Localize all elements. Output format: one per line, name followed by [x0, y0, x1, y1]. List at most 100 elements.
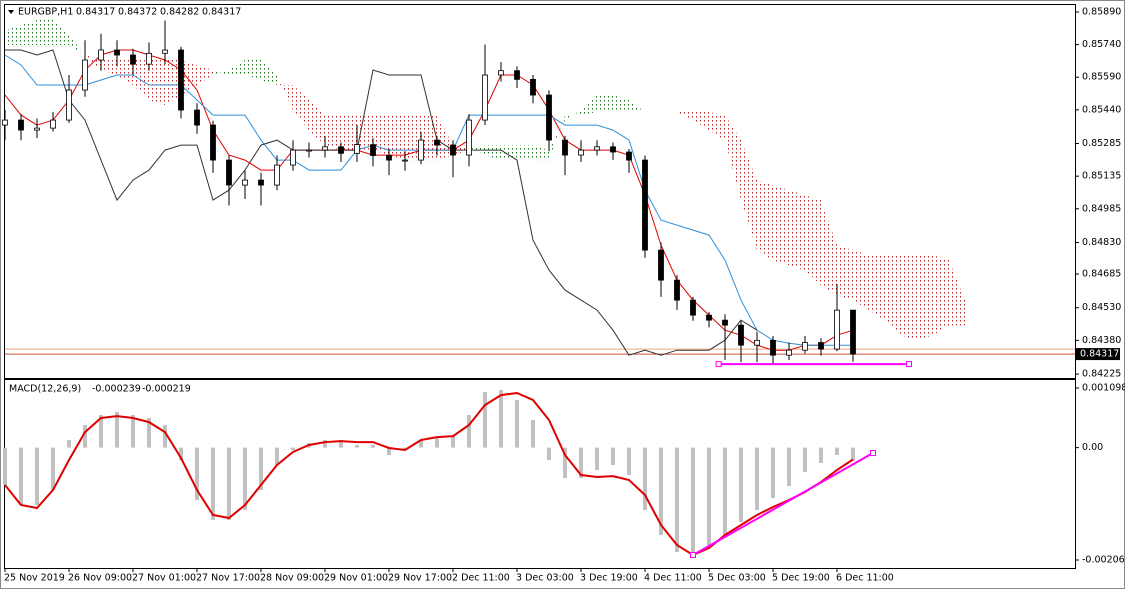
candle-body — [146, 52, 152, 65]
menu-arrow[interactable] — [8, 10, 14, 14]
candle-body — [466, 119, 472, 156]
candle-body — [290, 149, 296, 166]
cloud-segment — [565, 110, 581, 121]
candle-body — [322, 146, 328, 151]
cloud-segment — [117, 60, 133, 85]
price-tag-label: 0.84317 — [1080, 349, 1119, 360]
histogram-bar — [147, 418, 151, 448]
histogram-bar — [211, 447, 215, 521]
y-tick-label: 0.84225 — [1082, 369, 1121, 380]
header-value: -0.000239 — [92, 384, 141, 395]
histogram-bar — [227, 447, 231, 521]
candle-body — [738, 324, 744, 346]
cloud-segment — [213, 70, 229, 75]
candle-body — [338, 146, 344, 154]
histogram-bar — [819, 447, 823, 464]
histogram-bar — [51, 447, 55, 491]
x-tick-label: 5 Dec 03:00 — [708, 573, 766, 584]
cloud-segment — [885, 255, 901, 336]
candle-body — [850, 309, 856, 355]
histogram-bar — [163, 425, 167, 448]
x-tick-label: 26 Nov 09:00 — [68, 573, 132, 584]
y-tick-label: 0.00 — [1082, 442, 1103, 453]
candle-body — [626, 151, 632, 161]
histogram-bar — [499, 390, 503, 448]
histogram-bar — [707, 447, 711, 549]
histogram-bar — [323, 440, 327, 448]
trendline-anchor — [715, 361, 722, 368]
y-tick-label: -0.002068 — [1082, 555, 1125, 566]
candle-body — [2, 119, 8, 126]
candle-body — [130, 54, 136, 65]
cloud-segment — [405, 115, 421, 161]
cloud-segment — [165, 60, 181, 105]
x-tick-label: 5 Dec 19:00 — [772, 573, 830, 584]
cloud-segment — [277, 75, 293, 110]
cloud-segment — [917, 255, 933, 341]
candle-body — [194, 109, 200, 126]
histogram-bar — [563, 447, 567, 479]
cloud-segment — [53, 20, 69, 45]
histogram-bar — [259, 447, 263, 491]
histogram-bar — [483, 392, 487, 448]
cloud-segment — [757, 180, 773, 261]
price-pane-border — [4, 4, 1076, 379]
histogram-bar — [691, 447, 695, 556]
candle-body — [834, 309, 840, 350]
symbol-title: EURGBP,H1 — [18, 7, 73, 18]
candle-body — [50, 119, 56, 129]
histogram-bar — [787, 447, 791, 487]
histogram-bar — [611, 447, 615, 466]
cloud-segment — [853, 250, 869, 311]
candle-body — [674, 279, 680, 301]
histogram-bar — [723, 447, 727, 536]
cloud-segment — [949, 260, 965, 326]
cloud-segment — [341, 115, 357, 151]
y-tick-label: 0.85135 — [1082, 171, 1121, 182]
candle-body — [386, 155, 392, 161]
y-tick-label: 0.85285 — [1082, 138, 1121, 149]
candle-body — [482, 74, 488, 121]
candle-body — [18, 119, 24, 131]
histogram-bar — [195, 447, 199, 501]
histogram-bar — [579, 447, 583, 479]
trendline-anchor — [870, 450, 876, 457]
histogram-bar — [595, 447, 599, 471]
y-tick-label: 0.85890 — [1082, 6, 1121, 17]
histogram-bar — [803, 447, 807, 473]
candle-body — [514, 70, 520, 80]
y-tick-label: 0.85440 — [1082, 104, 1121, 115]
cloud-segment — [837, 245, 853, 301]
cloud-segment — [629, 100, 645, 112]
candle-body — [610, 146, 616, 153]
header-value: 0.84317 — [202, 7, 241, 18]
cloud-segment — [517, 145, 533, 161]
x-tick-label: 3 Dec 19:00 — [580, 573, 638, 584]
cloud-segment — [309, 100, 325, 146]
histogram-bar — [771, 447, 775, 499]
candle-body — [306, 149, 312, 152]
cloud-segment — [261, 60, 277, 85]
histogram-bar — [115, 412, 119, 448]
x-tick-label: 29 Nov 01:00 — [324, 573, 388, 584]
cloud-segment — [181, 60, 197, 95]
y-tick-label: 0.84985 — [1082, 203, 1121, 214]
cloud-segment — [389, 115, 405, 161]
y-tick-label: 0.84830 — [1082, 237, 1121, 248]
candle-body — [114, 49, 120, 56]
x-tick-label: 29 Nov 17:00 — [388, 573, 452, 584]
cloud-segment — [549, 115, 565, 161]
candle-body — [98, 49, 104, 61]
trendline-anchor — [906, 361, 912, 368]
cloud-segment — [581, 95, 597, 116]
candle-body — [162, 49, 168, 54]
histogram-bar — [835, 447, 839, 456]
histogram-bar — [339, 440, 343, 448]
candle-body — [786, 349, 792, 356]
indicator-line — [5, 49, 758, 356]
candle-body — [370, 144, 376, 156]
cloud-segment — [421, 115, 437, 161]
x-tick-label: 25 Nov 2019 — [4, 573, 65, 584]
